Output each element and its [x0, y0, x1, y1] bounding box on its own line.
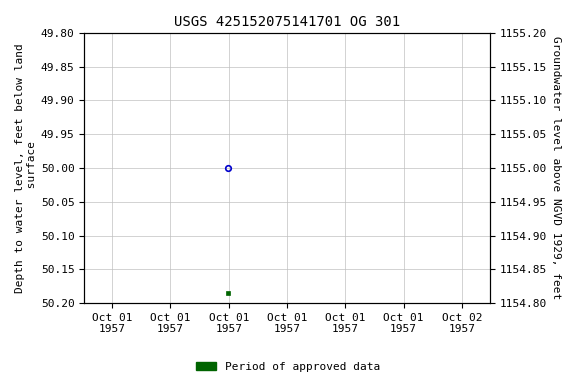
- Y-axis label: Depth to water level, feet below land
 surface: Depth to water level, feet below land su…: [15, 43, 37, 293]
- Y-axis label: Groundwater level above NGVD 1929, feet: Groundwater level above NGVD 1929, feet: [551, 36, 561, 300]
- Legend: Period of approved data: Period of approved data: [191, 358, 385, 377]
- Title: USGS 425152075141701 OG 301: USGS 425152075141701 OG 301: [174, 15, 400, 29]
